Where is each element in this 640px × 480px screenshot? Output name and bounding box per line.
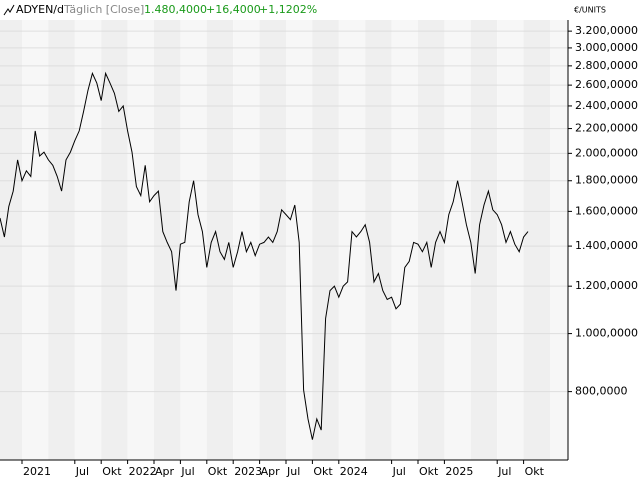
y-axis-label: €/UNITS [574,6,606,15]
y-tick-label: 2.600,0000 [575,78,638,91]
y-tick-label: 3.200,0000 [575,24,638,37]
band [206,20,234,460]
x-tick-label: Jul [286,465,300,478]
marks [0,71,529,440]
grid [0,30,568,393]
y-tick-label: 2.800,0000 [575,59,638,72]
y-tick-label: 1.600,0000 [575,204,638,217]
x-tick-label: Apr [155,465,175,478]
y-tick-label: 2.000,0000 [575,146,638,159]
x-tick-label: Jul [180,465,194,478]
x-tick-label: Okt [525,465,545,478]
band [74,20,102,460]
x-tick-label: Okt [313,465,333,478]
band [48,20,75,460]
band [154,20,181,460]
y-tick-label: 800,0000 [575,385,628,398]
band [0,20,22,460]
last-price: 1.480,4000 [144,3,207,16]
chart-title: ADYEN/d [16,3,64,16]
band [259,20,286,460]
x-tick-label: 2021 [23,465,51,478]
x-tick-label: 2023 [234,465,262,478]
x-tick-label: Jul [392,465,406,478]
band [22,20,49,460]
symbol-icon [3,4,15,16]
band [418,20,445,460]
y-tick-label: 1.000,0000 [575,327,638,340]
band [444,20,471,460]
x-tick-label: Jul [75,465,89,478]
x-tick-label: 2024 [340,465,368,478]
chart-subtitle: Täglich [Close] [63,3,144,16]
y-tick-label: 1.200,0000 [575,279,638,292]
x-tick-label: Okt [419,465,439,478]
band [497,20,524,460]
y-tick-label: 2.200,0000 [575,122,638,135]
header-bg [0,0,568,20]
band [470,20,498,460]
band [127,20,154,460]
x-tick-label: 2025 [445,465,473,478]
band [101,20,128,460]
band [365,20,392,460]
x-tick-label: 2022 [129,465,157,478]
y-tick-label: 1.800,0000 [575,174,638,187]
price-line [0,71,529,440]
band [550,20,568,460]
bands [0,20,568,460]
band [338,20,366,460]
change: +16,4000 [206,3,261,16]
x-tick-label: Jul [497,465,511,478]
x-tick-label: Apr [261,465,281,478]
y-tick-label: 2.400,0000 [575,99,638,112]
y-tick-label: 3.000,0000 [575,41,638,54]
band [523,20,550,460]
band [233,20,260,460]
change-pct: +1,1202% [259,3,317,16]
y-tick-label: 1.400,0000 [575,239,638,252]
x-tick-label: Okt [102,465,122,478]
band [180,20,207,460]
band [391,20,418,460]
band [312,20,339,460]
x-tick-label: Okt [208,465,228,478]
